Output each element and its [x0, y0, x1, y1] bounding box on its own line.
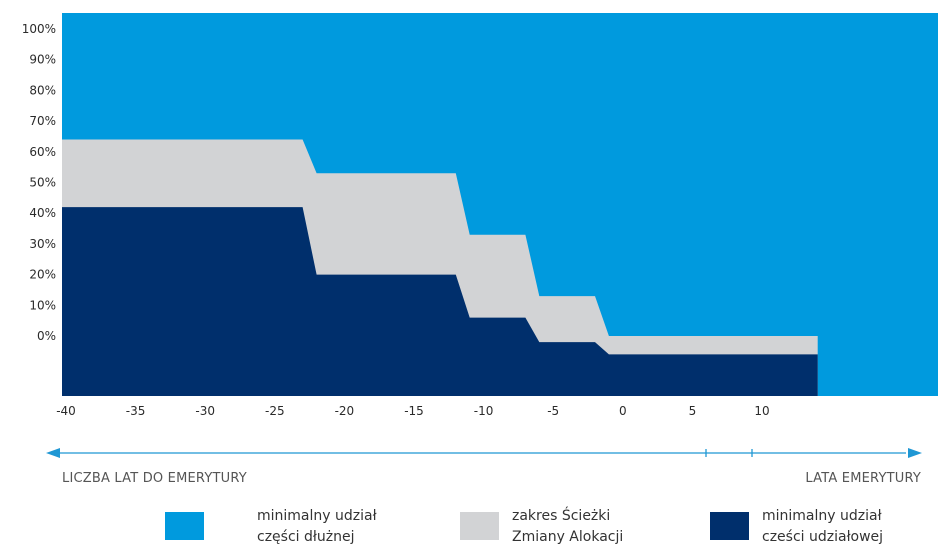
legend-label-glide-range-line2: Zmiany Alokacji: [512, 529, 624, 545]
legend-label-debt: minimalny udział części dłużnej: [257, 506, 457, 548]
y-tick-label: 40%: [29, 206, 56, 220]
x-tick-label: -5: [547, 404, 559, 418]
timeline-arrow-left-head: [46, 448, 60, 458]
x-tick-label: 5: [689, 404, 697, 418]
y-axis: 100% 90% 80% 70% 60% 50% 40% 30% 20% 10% 0%: [22, 22, 56, 343]
legend-label-debt-line2: części dłużnej: [257, 529, 355, 545]
x-tick-label: -25: [265, 404, 285, 418]
x-axis: -40 -35 -30 -25 -20 -15 -10 -5 0 5 10: [56, 404, 769, 418]
x-tick-label: -35: [126, 404, 146, 418]
legend-label-equity-line1: minimalny udział: [762, 508, 882, 524]
y-tick-label: 80%: [29, 83, 56, 97]
legend-swatch-debt: [165, 512, 204, 540]
legend-label-equity-line2: cześci udziałowej: [762, 529, 884, 545]
legend-label-equity: minimalny udział cześci udziałowej: [762, 506, 946, 548]
x-tick-label: -20: [335, 404, 355, 418]
plot-area: [62, 13, 938, 396]
timeline-arrow-right-head: [908, 448, 922, 458]
caption-years-to-retirement: LICZBA LAT DO EMERYTURY: [62, 471, 247, 486]
series-equity-area: [62, 207, 818, 396]
legend: minimalny udział części dłużnej zakres Ś…: [0, 506, 946, 547]
legend-swatch-equity: [710, 512, 749, 540]
y-tick-label: 20%: [29, 268, 56, 282]
x-tick-label: 10: [754, 404, 769, 418]
legend-swatch-glide-range: [460, 512, 499, 540]
y-tick-label: 10%: [29, 298, 56, 312]
caption-retirement-years: LATA EMERYTURY: [805, 471, 921, 486]
y-tick-label: 30%: [29, 237, 56, 251]
x-tick-label: -10: [474, 404, 494, 418]
x-tick-label: -40: [56, 404, 76, 418]
y-tick-label: 90%: [29, 53, 56, 67]
timeline-arrow: [46, 448, 922, 458]
y-tick-label: 100%: [22, 22, 56, 36]
x-tick-label: -30: [195, 404, 215, 418]
legend-label-debt-line1: minimalny udział: [257, 508, 377, 524]
y-tick-label: 70%: [29, 114, 56, 128]
x-tick-label: 0: [619, 404, 627, 418]
x-tick-label: -15: [404, 404, 424, 418]
y-tick-label: 50%: [29, 176, 56, 190]
y-tick-label: 60%: [29, 145, 56, 159]
y-tick-label: 0%: [37, 329, 56, 343]
legend-label-glide-range: zakres Ścieżki Zmiany Alokacji: [512, 506, 712, 548]
legend-label-glide-range-line1: zakres Ścieżki: [512, 508, 611, 524]
